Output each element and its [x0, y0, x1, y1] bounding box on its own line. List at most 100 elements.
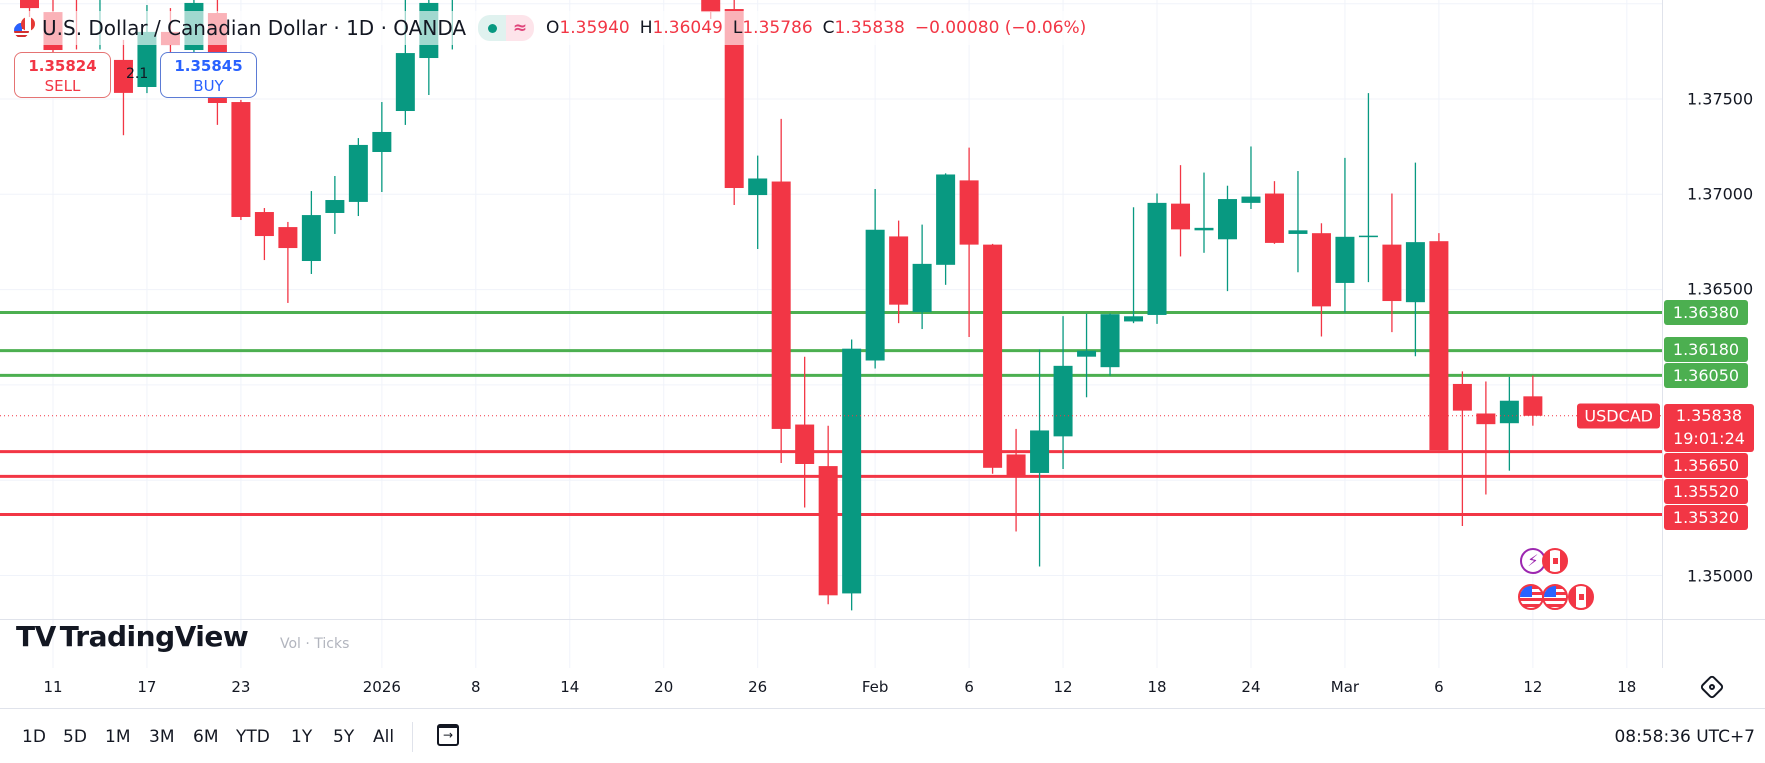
candle — [1030, 349, 1050, 567]
candle — [701, 0, 721, 19]
close-value: 1.35838 — [834, 18, 905, 38]
symbol-legend[interactable]: U.S. Dollar / Canadian Dollar · 1D · OAN… — [10, 11, 1095, 45]
candle — [1476, 381, 1496, 495]
ohlc-values: O1.35940 H1.36049 L1.35786 C1.35838 −0.0… — [546, 18, 1086, 38]
tradingview-logo[interactable]: 𝗧𝗩 TradingView — [16, 620, 249, 653]
buy-label: BUY — [193, 77, 224, 95]
market-open-icon — [478, 15, 507, 41]
candle-body — [372, 131, 392, 152]
range-6m[interactable]: 6M — [193, 727, 219, 747]
calendar-arrow-icon[interactable]: → — [437, 724, 459, 746]
close-label: C — [822, 18, 835, 38]
logo-text: TradingView — [59, 620, 249, 653]
lightning-icon[interactable]: ⚡ — [1520, 548, 1546, 574]
candle-body — [795, 424, 815, 464]
support-level-tag[interactable]: 1.35320 — [1664, 504, 1748, 530]
price-axis-label: 1.35000 — [1687, 566, 1754, 586]
price-chart[interactable] — [0, 0, 1662, 668]
buy-price: 1.35845 — [174, 57, 243, 75]
time-axis-label: 11 — [43, 678, 63, 696]
candle — [278, 221, 298, 303]
approx-wave-icon: ≈ — [506, 15, 535, 41]
candle-body — [1335, 236, 1355, 283]
canada-flag-icon[interactable] — [1542, 548, 1568, 574]
us-flag-icon[interactable] — [1542, 584, 1568, 610]
price-axis-label: 1.37500 — [1687, 89, 1754, 109]
symbol-title[interactable]: U.S. Dollar / Canadian Dollar · 1D · OAN… — [42, 16, 467, 40]
pane-separator[interactable] — [0, 619, 1765, 620]
range-3m[interactable]: 3M — [149, 727, 175, 747]
candle-body — [20, 0, 39, 9]
range-1y[interactable]: 1Y — [291, 727, 313, 747]
support-level-tag[interactable]: 1.35520 — [1664, 478, 1748, 504]
candle-body — [1100, 314, 1120, 368]
symbol-price-tag: USDCAD — [1577, 403, 1660, 429]
resistance-level-tag[interactable]: 1.36050 — [1664, 362, 1748, 388]
support-level-tag[interactable]: 1.35650 — [1664, 452, 1748, 478]
candle-body — [137, 31, 157, 87]
candle-body — [1311, 233, 1331, 307]
resistance-level-tag[interactable]: 1.36380 — [1664, 299, 1748, 325]
candle-body — [1077, 350, 1097, 357]
candle-body — [818, 466, 838, 596]
time-axis-label: 2026 — [362, 678, 401, 696]
candle — [20, 0, 39, 18]
open-value: 1.35940 — [559, 18, 630, 38]
time-axis-label: 18 — [1617, 678, 1637, 696]
candle — [348, 138, 368, 217]
candle-body — [231, 102, 251, 217]
candle-body — [865, 229, 885, 361]
candle-body — [348, 144, 368, 202]
time-axis-label: 12 — [1523, 678, 1543, 696]
candle-body — [278, 227, 298, 249]
range-5d[interactable]: 5D — [63, 727, 87, 747]
candle-body — [1429, 241, 1449, 451]
price-axis[interactable] — [1662, 0, 1765, 668]
sell-button[interactable]: 1.35824 SELL — [14, 52, 111, 98]
candle — [983, 243, 1003, 474]
candle-body — [936, 174, 956, 265]
current-price-tag: 1.35838 19:01:24 — [1664, 403, 1754, 452]
candle-body — [1194, 227, 1214, 231]
status-pill[interactable]: ≈ — [478, 15, 535, 41]
sell-label: SELL — [44, 77, 81, 95]
candle-body — [1476, 413, 1496, 425]
candle-body — [748, 178, 768, 196]
low-value: 1.35786 — [742, 18, 813, 38]
time-axis-label: 8 — [471, 678, 481, 696]
candle — [1006, 428, 1026, 532]
candle-body — [1006, 454, 1026, 476]
candle — [1358, 93, 1378, 283]
candle-body — [254, 212, 274, 237]
range-ytd[interactable]: YTD — [236, 727, 270, 747]
candle-body — [889, 236, 909, 305]
range-5y[interactable]: 5Y — [333, 727, 355, 747]
canada-flag-icon[interactable] — [1568, 584, 1594, 610]
sell-price: 1.35824 — [28, 57, 97, 75]
time-axis-label: 12 — [1053, 678, 1073, 696]
candle-body — [301, 215, 321, 262]
candle — [795, 356, 815, 508]
clock[interactable]: 08:58:36 UTC+7 — [1614, 727, 1755, 747]
bar-countdown: 19:01:24 — [1673, 428, 1745, 448]
candle — [231, 99, 251, 221]
candle-body — [1523, 396, 1543, 416]
candle-body — [1452, 383, 1472, 411]
candle — [1124, 207, 1144, 324]
range-1d[interactable]: 1D — [22, 727, 46, 747]
volume-legend[interactable]: Vol · Ticks — [280, 636, 350, 652]
settings-icon[interactable] — [1699, 674, 1725, 700]
candle-body — [1053, 365, 1073, 437]
resistance-level-tag[interactable]: 1.36180 — [1664, 336, 1748, 362]
range-1m[interactable]: 1M — [105, 727, 131, 747]
candles — [20, 0, 1543, 611]
candle — [1429, 233, 1449, 451]
candle-body — [1030, 430, 1050, 473]
buy-button[interactable]: 1.35845 BUY — [160, 52, 257, 98]
time-axis-label: 18 — [1147, 678, 1167, 696]
us-flag-icon[interactable] — [1518, 584, 1544, 610]
candle — [1452, 371, 1472, 526]
range-all[interactable]: All — [373, 727, 395, 747]
candle-body — [701, 0, 721, 13]
candle — [889, 220, 909, 324]
